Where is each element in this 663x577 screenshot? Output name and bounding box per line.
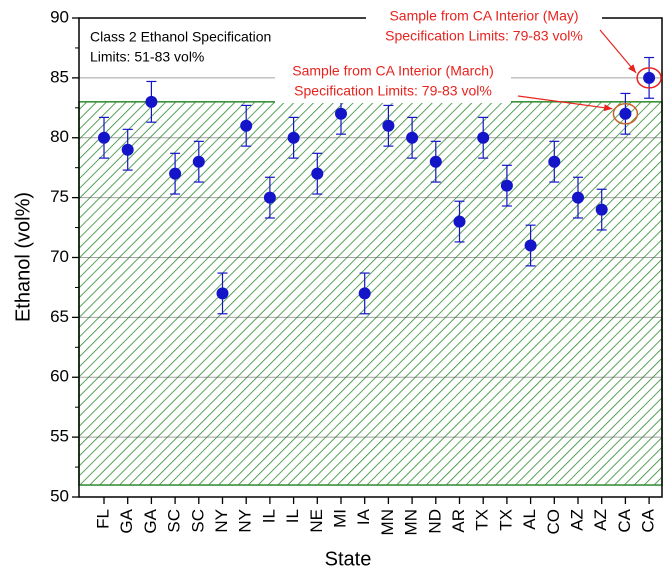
data-point xyxy=(335,107,347,120)
y-tick-label: 85 xyxy=(50,67,69,86)
callout-circle xyxy=(636,67,662,89)
data-point xyxy=(145,95,158,108)
x-tick-label: NE xyxy=(307,509,326,533)
data-point xyxy=(500,179,513,192)
data-point xyxy=(216,287,229,300)
x-tick-label: SC xyxy=(165,509,184,533)
data-point xyxy=(98,131,110,144)
y-tick-label: 65 xyxy=(50,307,69,326)
y-tick-label: 75 xyxy=(50,187,69,206)
data-point xyxy=(263,191,276,204)
data-point xyxy=(358,287,371,300)
data-point xyxy=(524,239,537,252)
x-tick-label: GA xyxy=(141,508,160,533)
x-tick-label: NY xyxy=(236,509,255,533)
x-tick-label: FL xyxy=(93,509,112,529)
arrow-head xyxy=(603,104,613,112)
y-tick-label: 60 xyxy=(50,367,69,386)
note: Class 2 Ethanol Specification xyxy=(90,29,271,45)
x-tick-label: SC xyxy=(188,509,207,533)
callout-arrow xyxy=(517,95,613,110)
x-tick-label: IL xyxy=(259,509,278,523)
note: Limits: 51-83 vol% xyxy=(90,49,204,65)
x-tick-label: MI xyxy=(330,509,349,528)
data-point xyxy=(572,191,584,204)
callout-text: Sample from CA Interior (March) xyxy=(292,63,494,79)
x-tick-label: TX xyxy=(473,509,492,531)
x-tick-label: IA xyxy=(354,508,373,525)
x-tick-label: MN xyxy=(378,509,397,535)
callout-arrow xyxy=(599,29,637,74)
x-tick-label: NY xyxy=(212,509,231,533)
arrow-head xyxy=(628,64,637,73)
callout-bg xyxy=(366,6,602,48)
data-point xyxy=(643,71,656,84)
data-point xyxy=(406,131,419,144)
x-tick-label: MN xyxy=(402,509,421,535)
y-tick-label: 70 xyxy=(50,247,69,266)
callout-bg xyxy=(275,61,511,103)
x-tick-label: CO xyxy=(544,509,563,535)
data-point xyxy=(429,155,442,168)
y-tick-label: 55 xyxy=(50,427,69,446)
data-point xyxy=(121,143,134,156)
y-tick-label: 50 xyxy=(50,486,69,505)
x-tick-label: CA xyxy=(639,508,658,532)
x-tick-label: TX xyxy=(496,509,515,531)
data-point xyxy=(595,203,608,216)
y-axis-title: Ethanol (vol%) xyxy=(12,192,34,322)
x-axis-title: State xyxy=(325,548,372,570)
callout-text: Specification Limits: 79-83 vol% xyxy=(385,28,583,44)
x-tick-label: AZ xyxy=(591,509,610,531)
data-point xyxy=(548,155,561,168)
x-tick-label: CA xyxy=(615,508,634,532)
data-point xyxy=(169,167,182,180)
data-point xyxy=(477,131,490,144)
x-tick-label: AZ xyxy=(567,509,586,531)
data-point xyxy=(619,107,632,120)
x-tick-label: ND xyxy=(425,509,444,534)
x-tick-label: AL xyxy=(520,509,539,530)
x-tick-label: IL xyxy=(283,509,302,523)
x-tick-label: GA xyxy=(117,508,136,533)
data-point xyxy=(287,131,300,144)
data-point xyxy=(453,215,466,228)
data-point xyxy=(382,119,395,132)
callout-text: Sample from CA Interior (May) xyxy=(389,8,578,24)
y-tick-label: 80 xyxy=(50,127,69,146)
data-point xyxy=(240,119,253,132)
y-tick-label: 90 xyxy=(50,7,69,26)
data-point xyxy=(311,167,324,180)
callout-circle xyxy=(612,103,639,125)
callout-text: Specification Limits: 79-83 vol% xyxy=(294,83,492,99)
data-point xyxy=(192,155,205,168)
x-tick-label: AR xyxy=(449,509,468,533)
